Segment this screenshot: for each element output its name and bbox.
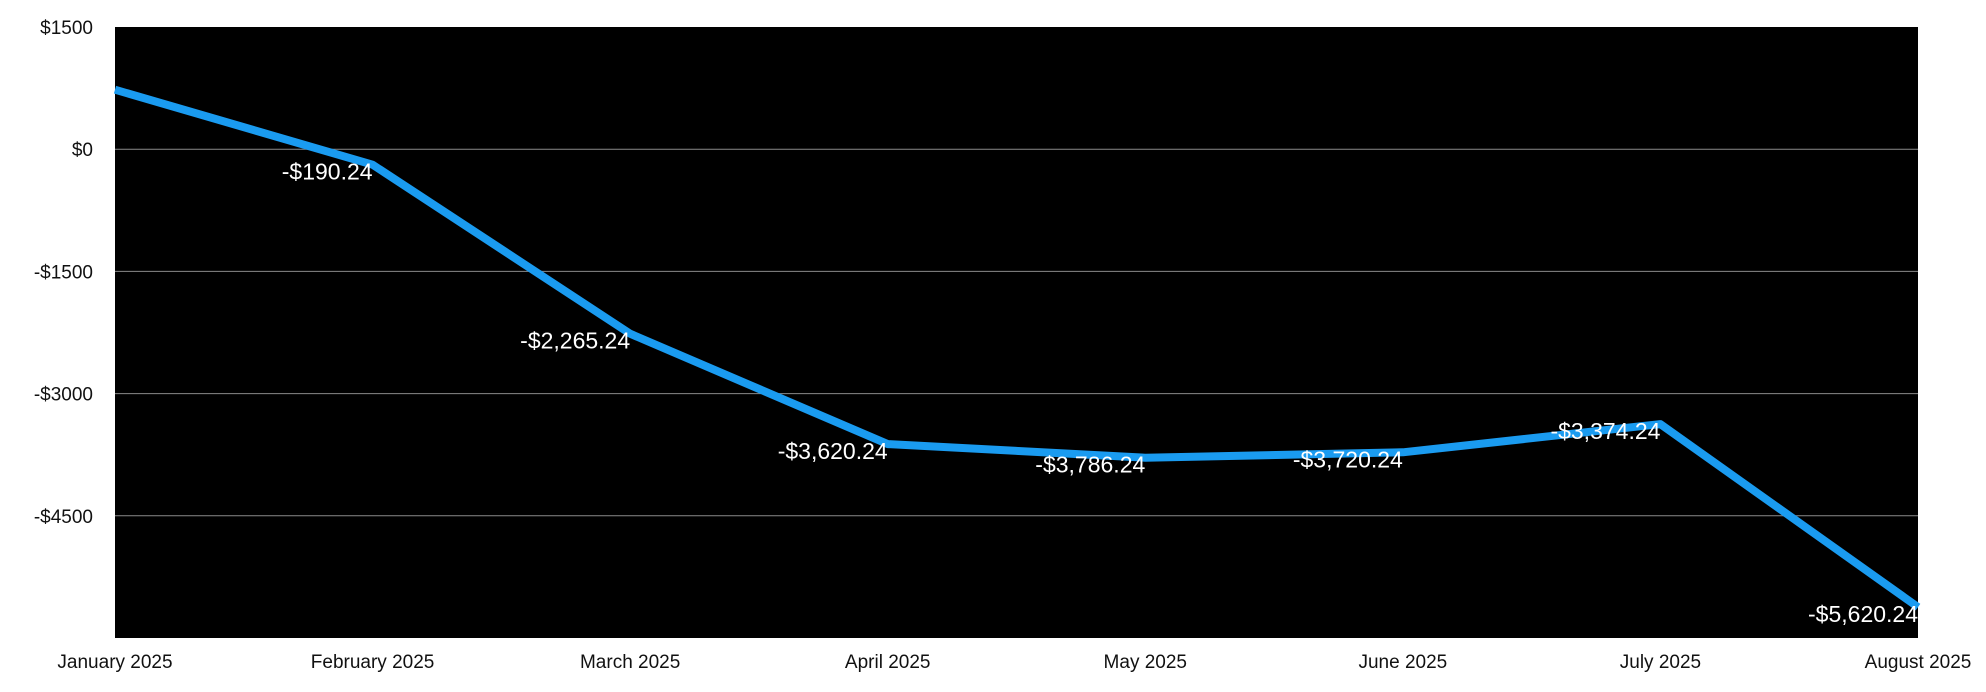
y-tick-label: $1500 — [40, 18, 93, 39]
data-label: -$3,720.24 — [1293, 446, 1403, 472]
data-label: -$2,265.24 — [520, 328, 630, 354]
x-tick-label: August 2025 — [1865, 652, 1972, 673]
x-tick-label: June 2025 — [1358, 652, 1447, 673]
data-label: -$3,786.24 — [1035, 452, 1145, 478]
data-label: -$3,620.24 — [778, 438, 888, 464]
y-tick-label: -$1500 — [34, 262, 93, 283]
x-tick-label: May 2025 — [1104, 652, 1187, 673]
gridlines — [115, 148, 1918, 517]
x-tick-label: April 2025 — [845, 652, 931, 673]
series-line — [113, 85, 1921, 611]
x-tick-label: July 2025 — [1620, 652, 1701, 673]
y-tick-label: -$4500 — [34, 507, 93, 528]
data-label: -$5,620.24 — [1808, 601, 1918, 627]
x-tick-label: February 2025 — [311, 652, 435, 673]
data-label: -$3,374.24 — [1550, 418, 1660, 444]
series-lines — [113, 85, 1921, 611]
y-axis-ticks: $1500 $0 -$1500 -$3000 -$4500 — [34, 18, 93, 528]
x-tick-label: March 2025 — [580, 652, 680, 673]
data-labels: -$190.24 -$2,265.24 -$3,620.24 -$3,786.24 -$… — [282, 159, 1918, 627]
x-axis-ticks: January 2025 February 2025 March 2025 April… — [57, 652, 1971, 673]
data-label: -$190.24 — [282, 159, 373, 185]
plot-background — [115, 27, 1918, 638]
y-tick-label: $0 — [72, 140, 93, 161]
x-tick-label: January 2025 — [57, 652, 172, 673]
y-tick-label: -$3000 — [34, 385, 93, 406]
